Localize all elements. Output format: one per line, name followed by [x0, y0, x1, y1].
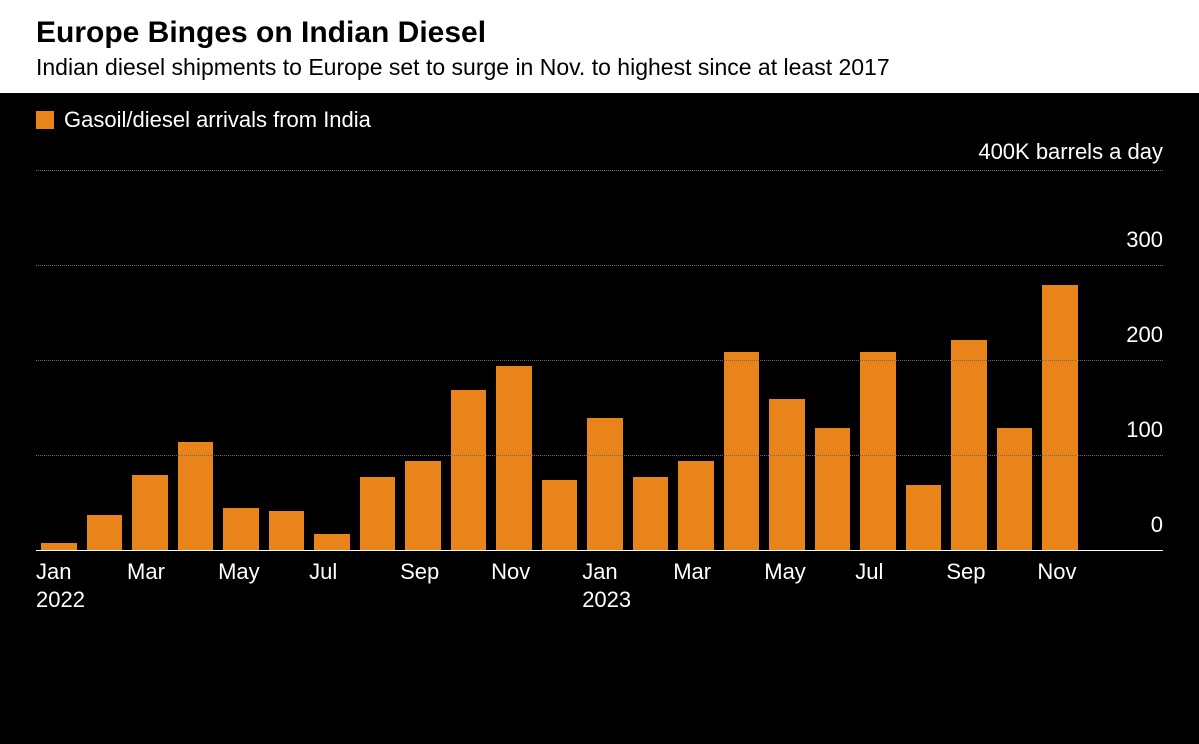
bar [633, 477, 669, 551]
bar [87, 515, 123, 551]
bar-slot [309, 171, 355, 551]
bar [178, 442, 214, 551]
gridline [36, 360, 1163, 361]
x-tick-label: May [218, 559, 260, 585]
x-tick-label: Jan [582, 559, 617, 585]
gridline [36, 455, 1163, 456]
bar [360, 477, 396, 551]
x-tick-year: 2023 [582, 587, 631, 613]
gridline [36, 265, 1163, 266]
x-tick-label: Nov [491, 559, 530, 585]
plot-wrap: 400K barrels a day 0100200300 [36, 139, 1163, 551]
y-tick-label: 100 [1093, 417, 1163, 443]
bar [223, 508, 259, 551]
x-tick-label: Mar [127, 559, 165, 585]
bar [542, 480, 578, 551]
brand-label: Bloomberg [1036, 698, 1163, 726]
bar [405, 461, 441, 551]
body-area: Gasoil/diesel arrivals from India 400K b… [0, 93, 1199, 551]
x-tick-label: Sep [400, 559, 439, 585]
x-tick-label: Nov [1037, 559, 1076, 585]
bar [269, 511, 305, 551]
note-line: Diesel/gasoil imports in EU-27/UK from I… [36, 698, 739, 726]
legend-swatch-icon [36, 111, 54, 129]
y-tick-label: 200 [1093, 322, 1163, 348]
x-tick-label: Mar [673, 559, 711, 585]
bar-slot [218, 171, 264, 551]
bar-slot [82, 171, 128, 551]
bar-slot [628, 171, 674, 551]
footer-text: Source: Kpler data, compiled by Bloomber… [36, 670, 739, 726]
x-tick-label: Jul [309, 559, 337, 585]
bar-slot [992, 171, 1038, 551]
footer: Source: Kpler data, compiled by Bloomber… [36, 670, 1163, 726]
bar [769, 399, 805, 551]
bar-slot [173, 171, 219, 551]
bar [860, 352, 896, 552]
bars-group [36, 171, 1083, 551]
bar-slot [400, 171, 446, 551]
bar-slot [855, 171, 901, 551]
baseline [36, 550, 1163, 551]
chart-title: Europe Binges on Indian Diesel [36, 16, 1163, 50]
x-tick-label: Jul [855, 559, 883, 585]
chart-container: Europe Binges on Indian Diesel Indian di… [0, 0, 1199, 744]
bar-slot [127, 171, 173, 551]
bar-slot [946, 171, 992, 551]
bar [1042, 285, 1078, 551]
source-line: Source: Kpler data, compiled by Bloomber… [36, 670, 739, 698]
legend: Gasoil/diesel arrivals from India [0, 93, 1199, 139]
x-tick-year: 2022 [36, 587, 85, 613]
bar [678, 461, 714, 551]
bar [496, 366, 532, 551]
bar-slot [264, 171, 310, 551]
bar-slot [446, 171, 492, 551]
bar [451, 390, 487, 552]
bar-slot [36, 171, 82, 551]
bar-slot [673, 171, 719, 551]
chart-subtitle: Indian diesel shipments to Europe set to… [36, 54, 1163, 81]
bar [587, 418, 623, 551]
bar-slot [491, 171, 537, 551]
x-tick-label: Jan [36, 559, 71, 585]
y-units-label: 400K barrels a day [978, 139, 1163, 165]
bar [815, 428, 851, 552]
bar-slot [582, 171, 628, 551]
bar [951, 340, 987, 551]
bar-slot [1037, 171, 1083, 551]
bar [724, 352, 760, 552]
x-tick-label: May [764, 559, 806, 585]
bar-slot [764, 171, 810, 551]
bar [997, 428, 1033, 552]
bar [314, 534, 350, 551]
legend-label: Gasoil/diesel arrivals from India [64, 107, 371, 133]
y-tick-label: 0 [1093, 512, 1163, 538]
bar [132, 475, 168, 551]
bar-slot [901, 171, 947, 551]
plot-area: 0100200300 [36, 171, 1083, 551]
bar-slot [719, 171, 765, 551]
x-tick-label: Sep [946, 559, 985, 585]
gridline [36, 170, 1163, 171]
y-tick-label: 300 [1093, 227, 1163, 253]
bar-slot [810, 171, 856, 551]
bar-slot [355, 171, 401, 551]
header-band: Europe Binges on Indian Diesel Indian di… [0, 0, 1199, 93]
bar [906, 485, 942, 552]
bar-slot [537, 171, 583, 551]
